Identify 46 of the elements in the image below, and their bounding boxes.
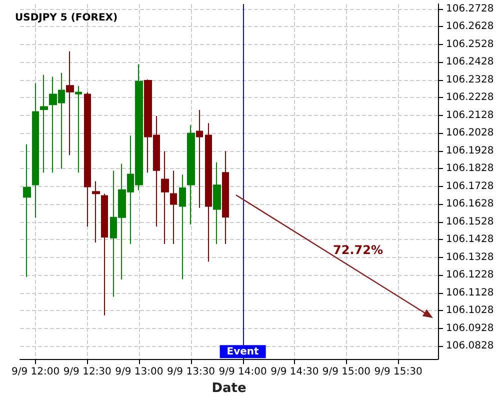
candlestick [101, 193, 108, 316]
x-tick-label: 9/9 14:00 [218, 366, 267, 378]
candlestick [23, 144, 31, 278]
x-tick-label: 9/9 12:00 [12, 366, 60, 378]
x-axis-title: Date [212, 381, 246, 396]
y-tick-label: 106.1528 [446, 216, 494, 228]
candlestick [205, 122, 212, 262]
ref-line-label: Event [226, 346, 260, 358]
candlestick [222, 150, 229, 245]
y-tick-label: 106.2028 [446, 128, 494, 139]
x-tick-label: 9/9 14:30 [270, 366, 319, 378]
candlestick [170, 170, 177, 245]
candlestick [179, 174, 186, 280]
x-tick-label: 9/9 13:30 [166, 366, 216, 378]
y-tick-label: 106.1328 [446, 252, 494, 263]
x-tick-label: 9/9 15:00 [322, 366, 370, 378]
candlestick [75, 86, 82, 174]
y-tick-label: 106.2328 [446, 74, 494, 86]
x-tick-label: 9/9 15:30 [374, 366, 422, 378]
y-tick-label: 106.2228 [446, 92, 494, 104]
candlestick [66, 50, 74, 156]
y-tick-label: 106.2128 [446, 110, 494, 121]
candlestick [92, 180, 100, 243]
y-tick-label: 106.1428 [446, 234, 494, 246]
annotation: 72.72% [333, 243, 383, 257]
candlestick [213, 162, 221, 245]
candlestick [161, 150, 169, 245]
y-tick-label: 106.1228 [446, 270, 494, 281]
x-tick-label: 9/9 13:00 [115, 366, 164, 378]
candlestick [40, 74, 48, 174]
y-tick-label: 106.1828 [446, 163, 494, 174]
y-tick-label: 106.0928 [446, 322, 494, 334]
candlestick [196, 109, 203, 208]
candlestick [187, 124, 195, 226]
y-tick-label: 106.1928 [446, 145, 494, 156]
y-tick-label: 106.2628 [446, 21, 494, 32]
y-tick-label: 106.2428 [446, 56, 494, 68]
y-tick-label: 106.1128 [446, 287, 494, 298]
x-tick-label: 9/9 12:30 [63, 366, 112, 378]
text: USDJPY 5 (FOREX) [15, 12, 118, 24]
y-tick-label: 106.2728 [446, 3, 494, 14]
y-tick-label: 106.2528 [446, 38, 494, 50]
y-tick-label: 106.1628 [446, 198, 494, 210]
y-tick-label: 106.0828 [446, 340, 494, 352]
y-tick-label: 106.1028 [446, 305, 494, 316]
y-tick-label: 106.1728 [446, 180, 494, 192]
